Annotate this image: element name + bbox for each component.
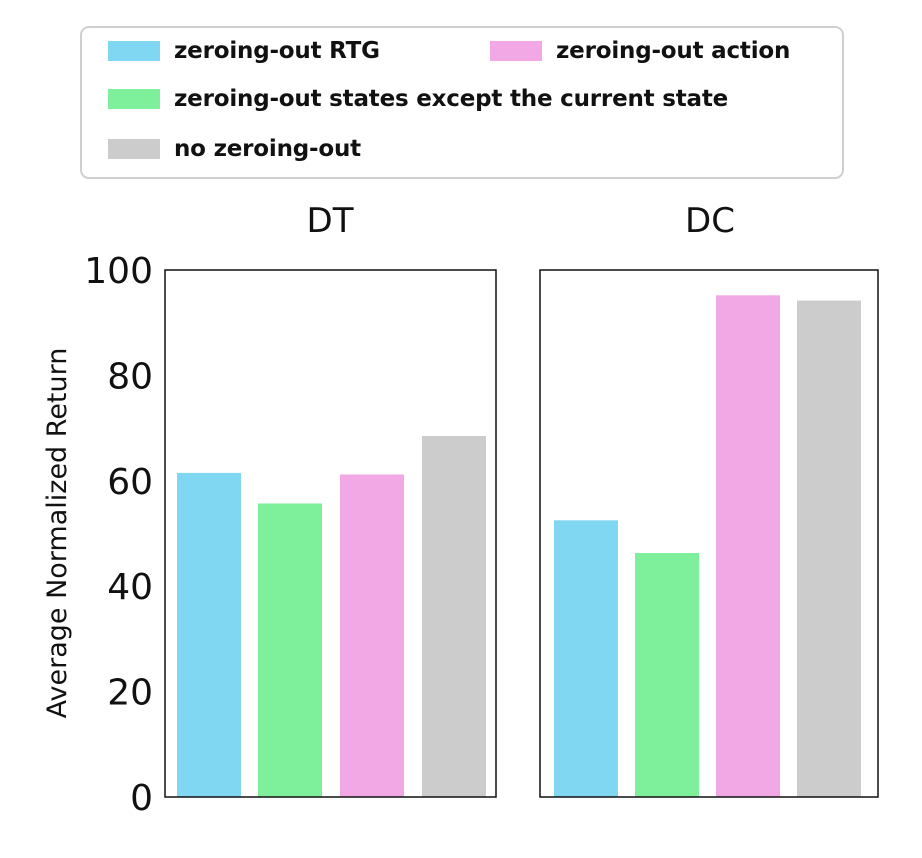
y-axis-label: Average Normalized Return [42, 348, 73, 719]
legend-label-rtg: zeroing-out RTG [174, 38, 380, 64]
bar-dc-3 [716, 295, 780, 797]
legend-swatch-rtg [108, 41, 160, 61]
legend-label-action: zeroing-out action [556, 38, 791, 64]
legend: zeroing-out RTG zeroing-out action zeroi… [80, 26, 844, 179]
legend-label-none: no zeroing-out [174, 136, 361, 162]
legend-swatch-states [108, 89, 160, 109]
y-tick-label: 40 [107, 567, 153, 608]
panel-title-dt: DT [307, 201, 354, 241]
y-tick-label: 100 [84, 251, 153, 292]
bar-dt-2 [258, 503, 322, 797]
y-tick-label: 80 [107, 356, 153, 397]
panel-title-dc: DC [685, 201, 735, 241]
y-ticks: 0 20 40 60 80 100 [84, 251, 153, 819]
panel-frame-dt [164, 269, 497, 798]
y-tick-label: 0 [130, 778, 153, 819]
legend-label-states: zeroing-out states except the current st… [174, 86, 729, 112]
bar-dc-1 [554, 520, 618, 797]
panel-frame-dc [539, 269, 879, 798]
legend-item-none: no zeroing-out [108, 136, 361, 162]
y-tick-label: 20 [107, 673, 153, 714]
legend-item-rtg: zeroing-out RTG [108, 38, 380, 64]
legend-item-states: zeroing-out states except the current st… [108, 86, 728, 112]
bar-dt-3 [340, 474, 404, 797]
legend-swatch-action [490, 41, 542, 61]
legend-swatch-none [108, 139, 160, 159]
bar-dt-4 [422, 436, 486, 797]
panel-dt: DT [164, 201, 497, 798]
y-tick-label: 60 [107, 462, 153, 503]
bar-dt-1 [177, 472, 241, 797]
bar-dc-2 [635, 552, 699, 797]
bar-dc-4 [797, 300, 861, 797]
panel-dc: DC [539, 201, 879, 798]
legend-item-action: zeroing-out action [490, 38, 790, 64]
